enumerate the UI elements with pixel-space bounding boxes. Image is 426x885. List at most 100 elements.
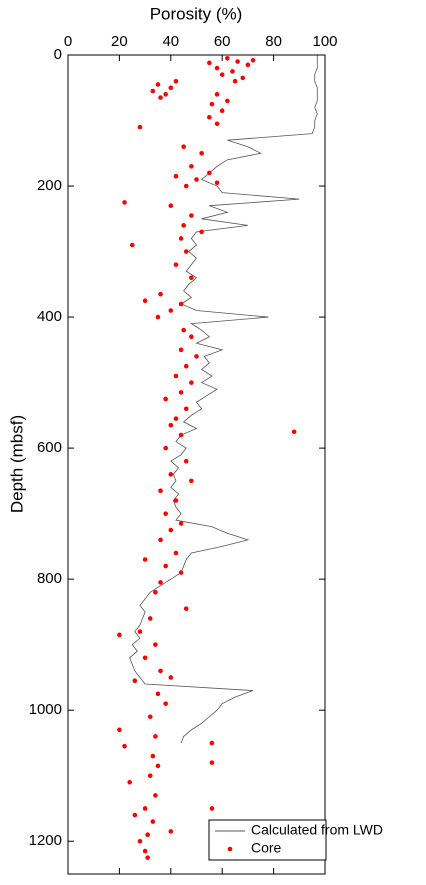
core-point — [189, 164, 194, 169]
core-point — [142, 298, 148, 304]
core-point — [181, 144, 186, 150]
core-point — [150, 753, 156, 759]
y-tick-label: 800 — [37, 570, 62, 587]
core-point — [173, 498, 179, 503]
core-point — [194, 177, 199, 182]
x-tick-label: 80 — [265, 33, 282, 50]
core-point — [178, 570, 184, 575]
core-point — [153, 734, 158, 739]
core-point — [173, 173, 179, 179]
core-point — [209, 760, 215, 765]
core-point — [122, 743, 127, 749]
plot-frame — [67, 54, 326, 875]
core-point — [142, 655, 148, 661]
core-point — [153, 642, 158, 647]
core-point — [117, 727, 122, 733]
lwd-line — [129, 55, 318, 744]
core-point — [155, 82, 161, 87]
core-point — [163, 92, 168, 97]
core-point — [137, 838, 143, 844]
x-tick-label: 40 — [162, 33, 179, 50]
core-point — [225, 98, 230, 104]
core-point — [245, 62, 251, 68]
y-tick-label: 400 — [37, 308, 62, 325]
core-point — [173, 78, 179, 84]
core-point — [219, 72, 225, 77]
core-point — [173, 416, 179, 421]
core-point — [142, 848, 148, 854]
core-point — [117, 632, 122, 638]
core-point — [147, 616, 153, 621]
core-point — [209, 740, 215, 746]
x-tick-label: 20 — [111, 33, 128, 50]
core-point — [189, 213, 194, 218]
core-point — [127, 779, 132, 785]
core-point — [173, 550, 179, 556]
core-point — [178, 347, 184, 353]
y-tick-label: 1000 — [29, 701, 62, 718]
core-point — [209, 806, 215, 811]
core-point — [132, 678, 138, 684]
core-point — [189, 275, 194, 281]
core-point — [158, 668, 163, 674]
core-point — [207, 170, 212, 176]
core-point — [240, 75, 246, 81]
core-point — [129, 242, 135, 248]
core-point — [145, 855, 150, 860]
core-point — [189, 478, 194, 484]
core-point — [155, 763, 161, 769]
core-point — [137, 124, 143, 130]
core-point — [194, 354, 199, 359]
core-point — [142, 557, 148, 562]
core-point — [183, 249, 189, 254]
core-point — [155, 691, 161, 697]
x-tick-label: 60 — [214, 33, 231, 50]
core-point — [214, 92, 220, 97]
core-point — [235, 59, 240, 64]
core-point — [150, 819, 156, 824]
core-point — [168, 829, 174, 834]
core-point — [173, 262, 179, 267]
core-point — [137, 629, 143, 634]
x-tick-label: 0 — [64, 33, 72, 50]
core-point — [153, 793, 158, 798]
legend-label: Core — [251, 840, 282, 856]
core-point — [168, 527, 174, 533]
core-point — [183, 363, 189, 369]
core-point — [168, 675, 174, 680]
core-point — [158, 488, 163, 494]
core-point — [199, 150, 204, 156]
core-point — [189, 334, 194, 340]
core-point — [168, 422, 174, 428]
core-point — [150, 88, 156, 94]
core-point — [183, 183, 189, 189]
core-point — [168, 85, 174, 91]
legend-label: Calculated from LWD — [251, 822, 383, 838]
core-point — [163, 701, 168, 706]
core-point — [232, 78, 238, 84]
core-point — [183, 458, 189, 464]
core-point — [145, 832, 150, 837]
core-point — [214, 65, 220, 71]
core-point — [158, 580, 163, 585]
core-point — [158, 291, 163, 297]
core-point — [178, 521, 184, 526]
core-point — [147, 773, 153, 779]
core-point — [163, 563, 168, 569]
core-point — [155, 314, 161, 320]
y-tick-label: 600 — [37, 439, 62, 456]
core-point — [209, 101, 215, 107]
core-point — [168, 308, 174, 313]
core-point — [181, 223, 186, 228]
core-point — [219, 108, 225, 113]
core-point — [230, 69, 235, 74]
core-point — [158, 537, 163, 543]
y-tick-label: 200 — [37, 177, 62, 194]
y-tick-label: 1200 — [29, 832, 62, 849]
core-point — [122, 200, 127, 205]
core-point — [199, 229, 204, 235]
core-point — [168, 203, 174, 208]
y-axis-label: Depth (mbsf) — [7, 415, 26, 513]
core-point — [168, 472, 174, 477]
